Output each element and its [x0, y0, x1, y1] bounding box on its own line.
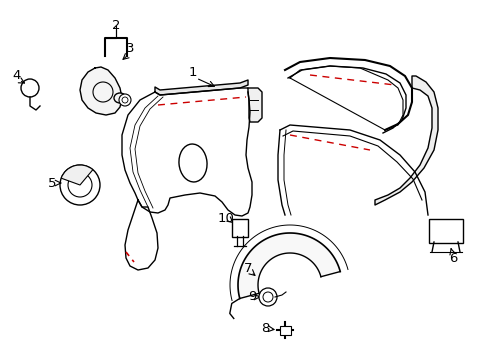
- Polygon shape: [238, 233, 340, 298]
- Circle shape: [21, 79, 39, 97]
- Text: 7: 7: [243, 261, 252, 274]
- FancyBboxPatch shape: [428, 219, 462, 243]
- Text: 2: 2: [112, 18, 120, 32]
- Text: 4: 4: [13, 68, 21, 81]
- Circle shape: [259, 288, 276, 306]
- Polygon shape: [374, 76, 437, 205]
- Text: 3: 3: [125, 41, 134, 54]
- Polygon shape: [80, 67, 122, 115]
- Ellipse shape: [114, 93, 126, 103]
- Text: 8: 8: [260, 321, 268, 334]
- Text: 5: 5: [48, 176, 56, 189]
- Text: 10: 10: [217, 212, 234, 225]
- Text: 1: 1: [188, 66, 197, 78]
- FancyBboxPatch shape: [279, 325, 290, 334]
- Polygon shape: [155, 80, 247, 95]
- Circle shape: [60, 165, 100, 205]
- Circle shape: [119, 94, 131, 106]
- Text: 9: 9: [247, 291, 256, 303]
- Polygon shape: [247, 88, 262, 122]
- FancyBboxPatch shape: [231, 219, 247, 237]
- Wedge shape: [61, 165, 93, 185]
- Text: 6: 6: [448, 252, 456, 265]
